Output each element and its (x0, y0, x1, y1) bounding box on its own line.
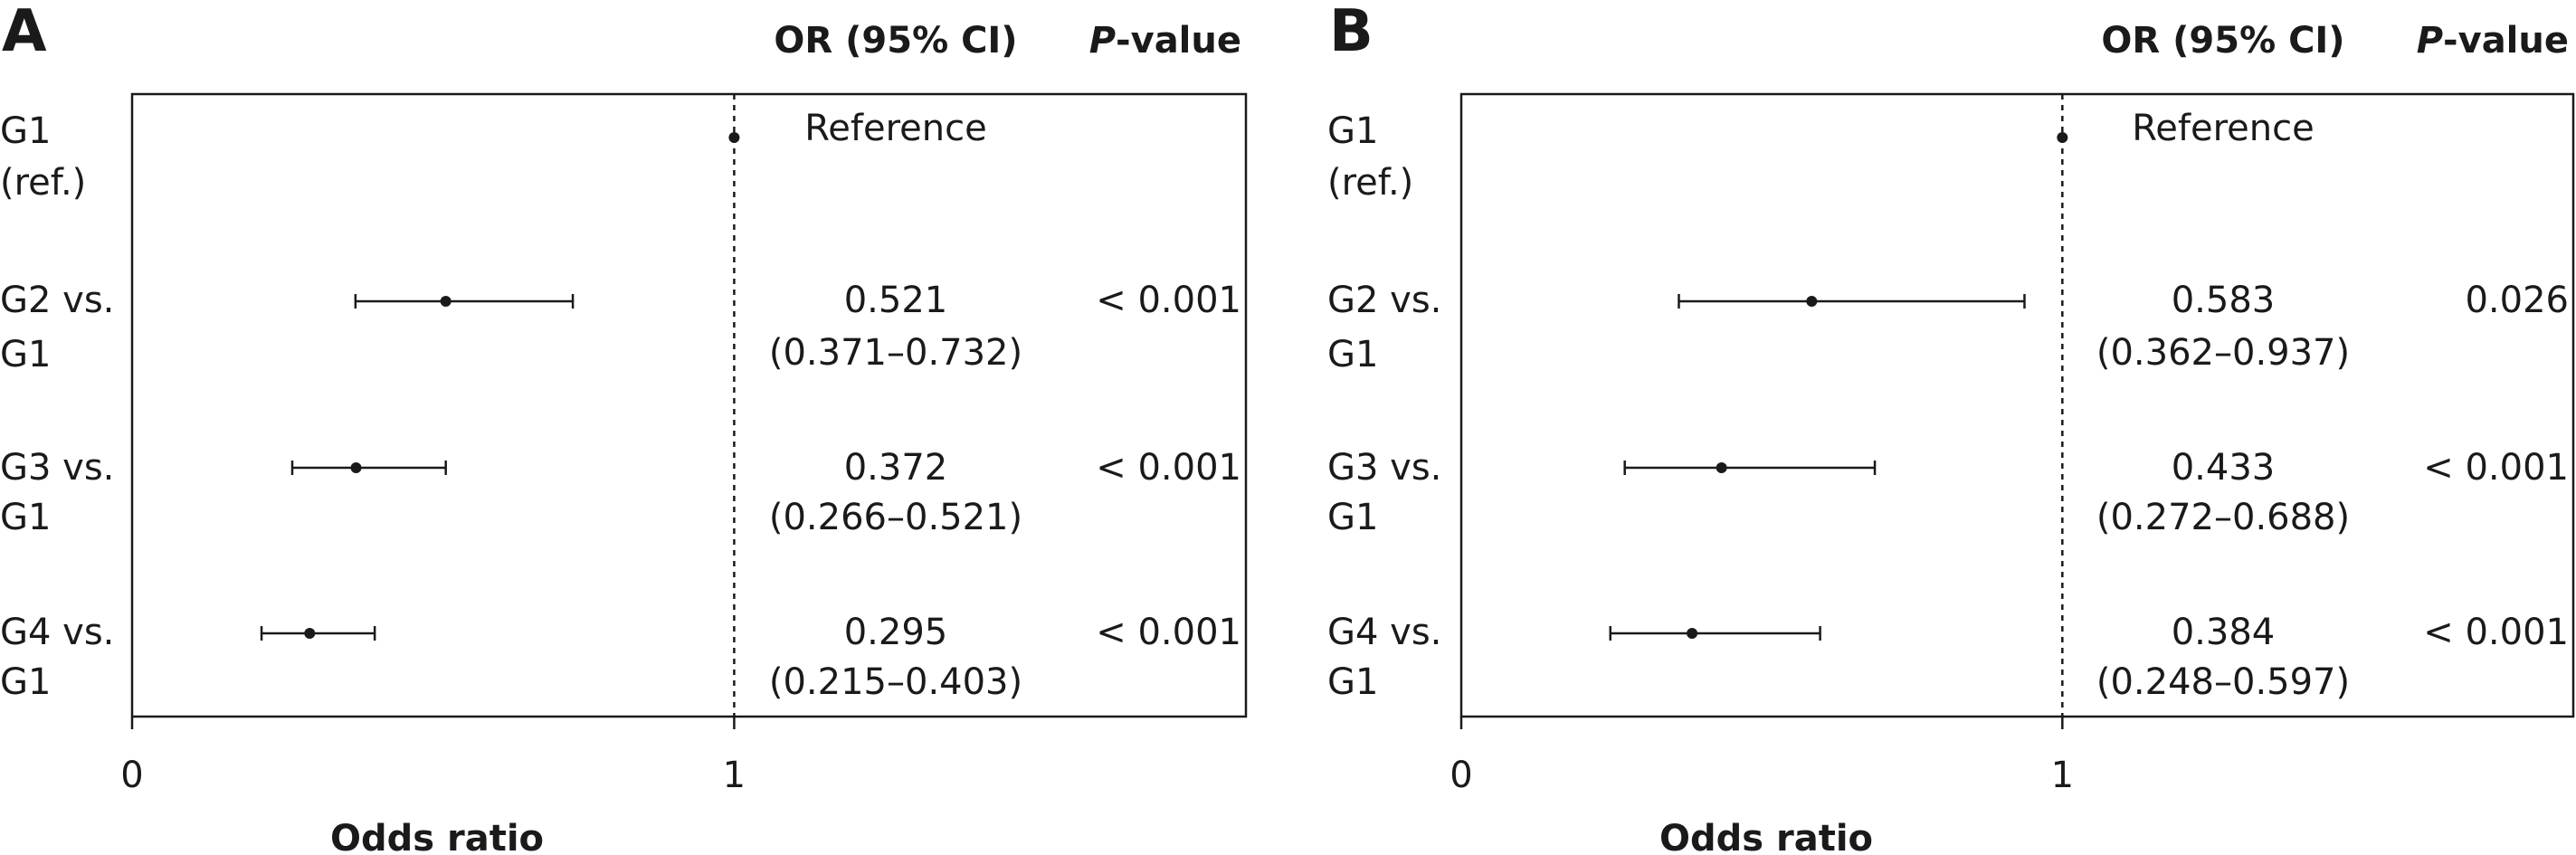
row-label-line: G1 (0, 110, 51, 152)
or-value: Reference (804, 108, 986, 149)
p-value: < 0.001 (2423, 612, 2569, 653)
row-label-line: G1 (1327, 497, 1378, 538)
ci-value: (0.215–0.403) (769, 661, 1022, 703)
forest-row: G4 vs. G1 0.295 (0.215–0.403) < 0.001 (0, 612, 1241, 703)
or-point (728, 132, 740, 143)
or-point (1716, 462, 1727, 473)
x-tick-label: 0 (120, 755, 143, 796)
or-value: 0.295 (844, 612, 948, 653)
plot-frame (130, 92, 1248, 718)
row-label-line: G3 vs. (1327, 447, 1441, 489)
forest-row: G1 (ref.) Reference (1327, 108, 2315, 204)
row-label-line: G1 (1327, 661, 1378, 703)
row-label-line: (ref.) (0, 162, 86, 204)
p-value-header-italic: P (1089, 20, 1116, 62)
p-value-column-header: P-value (2417, 20, 2569, 62)
row-label-line: G1 (0, 334, 51, 375)
or-point (350, 462, 362, 473)
row-label-line: G2 vs. (1327, 280, 1441, 321)
row-label-line: G1 (0, 661, 51, 703)
x-axis-label: Odds ratio (1659, 818, 1873, 855)
x-tick-label: 0 (1450, 755, 1472, 796)
forest-row: G3 vs. G1 0.433 (0.272–0.688) < 0.001 (1327, 447, 2569, 538)
ci-value: (0.266–0.521) (769, 497, 1022, 538)
or-value: 0.521 (844, 280, 948, 321)
row-label-line: G2 vs. (0, 280, 114, 321)
x-tick-label: 1 (723, 755, 746, 796)
p-value-header-rest: -value (1116, 20, 1241, 62)
or-value: 0.583 (2172, 280, 2276, 321)
or-value: 0.433 (2172, 447, 2276, 489)
forest-row: G2 vs. G1 0.521 (0.371–0.732) < 0.001 (0, 280, 1241, 375)
p-value: < 0.001 (1096, 612, 1241, 653)
row-label-line: G1 (1327, 110, 1378, 152)
row-label-line: G3 vs. (0, 447, 114, 489)
p-value: < 0.001 (1096, 447, 1241, 489)
row-label-line: G1 (0, 497, 51, 538)
panel-b: B OR (95% CI) P-value 0 1 Odds ratio G1 (ref.) R… (1327, 0, 2575, 855)
ci-value: (0.362–0.937) (2096, 332, 2350, 374)
or-value: Reference (2132, 108, 2314, 149)
forest-row: G1 (ref.) Reference (0, 108, 987, 204)
panel-letter: A (2, 0, 47, 65)
x-tick-label: 1 (2051, 755, 2074, 796)
forest-row: G4 vs. G1 0.384 (0.248–0.597) < 0.001 (1327, 612, 2569, 703)
panel-letter: B (1329, 0, 1374, 65)
or-point (1687, 628, 1698, 639)
row-label-line: (ref.) (1327, 162, 1413, 204)
or-point (1806, 296, 1818, 307)
row-label-line: G4 vs. (1327, 612, 1441, 653)
row-label-line: G4 vs. (0, 612, 114, 653)
p-value: < 0.001 (1096, 280, 1241, 321)
p-value-header-rest: -value (2443, 20, 2569, 62)
plot-frame (1459, 92, 2575, 718)
or-point (304, 628, 316, 639)
or-column-header: OR (95% CI) (2101, 20, 2344, 62)
or-column-header: OR (95% CI) (774, 20, 1017, 62)
ci-value: (0.371–0.732) (769, 332, 1022, 374)
ci-value: (0.272–0.688) (2096, 497, 2350, 538)
p-value: < 0.001 (2423, 447, 2569, 489)
forest-row: G2 vs. G1 0.583 (0.362–0.937) 0.026 (1327, 280, 2569, 375)
or-point (440, 296, 452, 307)
p-value-column-header: P-value (1089, 20, 1241, 62)
or-value: 0.384 (2172, 612, 2276, 653)
or-point (2057, 132, 2068, 143)
panel-a: A OR (95% CI) P-value 0 1 Odds ratio G1 (ref.) R… (0, 0, 1248, 855)
row-label-line: G1 (1327, 334, 1378, 375)
or-value: 0.372 (844, 447, 948, 489)
p-value-header-italic: P (2417, 20, 2443, 62)
x-axis-label: Odds ratio (330, 818, 544, 855)
ci-value: (0.248–0.597) (2096, 661, 2350, 703)
p-value: 0.026 (2465, 280, 2569, 321)
forest-row: G3 vs. G1 0.372 (0.266–0.521) < 0.001 (0, 447, 1241, 538)
